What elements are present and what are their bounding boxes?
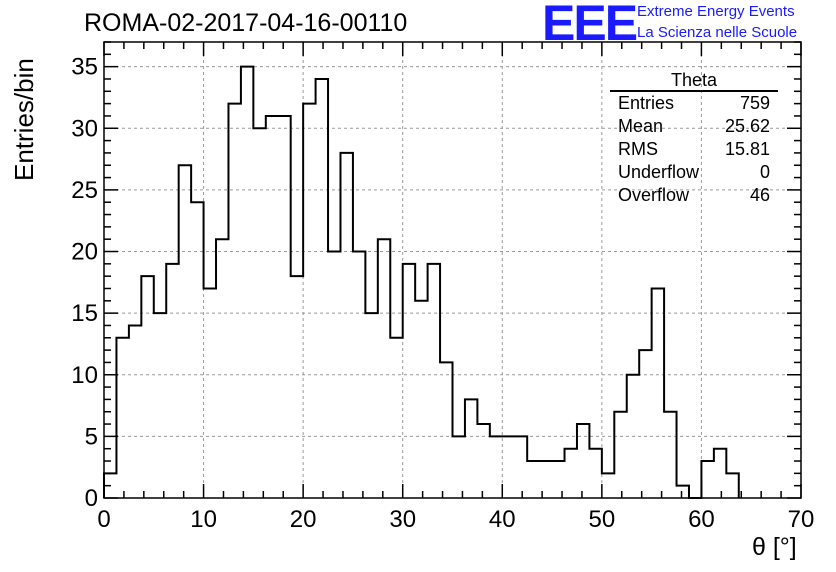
y-axis-label: Entries/bin xyxy=(9,58,39,181)
stats-value: 25.62 xyxy=(724,116,770,136)
x-axis-label: θ [°] xyxy=(752,533,797,561)
axes xyxy=(103,41,802,499)
x-tick-label: 60 xyxy=(688,506,715,533)
stats-row: Underflow 0 xyxy=(610,161,778,184)
stats-value: 46 xyxy=(749,185,770,205)
y-tick-label: 5 xyxy=(85,423,98,450)
stats-value: 0 xyxy=(759,162,770,182)
x-tick-label: 40 xyxy=(489,506,516,533)
stats-title: Theta xyxy=(610,70,778,92)
logo-tagline-2: La Scienza nelle Scuole xyxy=(637,24,798,41)
x-tick-label: 70 xyxy=(788,506,815,533)
stats-row: Mean 25.62 xyxy=(610,115,778,138)
stats-box: Theta Entries 759 Mean 25.62 RMS 15.81 U… xyxy=(610,70,778,207)
x-tick-label: 50 xyxy=(589,506,616,533)
y-axis-ticks: 0 5 10 15 20 25 30 35 xyxy=(71,41,801,512)
stats-label: Entries xyxy=(618,93,675,113)
histogram-line xyxy=(103,65,740,499)
y-tick-label: 0 xyxy=(85,485,98,512)
y-tick-label: 10 xyxy=(71,362,98,389)
stats-label: Overflow xyxy=(618,185,690,205)
stats-label: Underflow xyxy=(618,162,700,182)
x-tick-label: 20 xyxy=(290,506,317,533)
stats-label: Mean xyxy=(618,116,664,136)
logo-tagline-1: Extreme Energy Events xyxy=(637,3,795,20)
chart-title: ROMA-02-2017-04-16-00110 xyxy=(84,9,408,37)
x-axis-ticks: 0 10 20 30 40 50 60 70 xyxy=(97,42,814,533)
y-tick-label: 20 xyxy=(71,239,98,266)
stats-value: 15.81 xyxy=(724,139,770,159)
x-tick-label: 10 xyxy=(190,506,217,533)
y-tick-label: 15 xyxy=(71,300,98,327)
eee-logo: EEE xyxy=(542,0,638,51)
stats-value: 759 xyxy=(739,93,770,113)
y-tick-label: 35 xyxy=(71,54,98,81)
histogram-series xyxy=(103,65,740,499)
x-tick-label: 30 xyxy=(389,506,416,533)
stats-row: RMS 15.81 xyxy=(610,138,778,161)
y-tick-label: 25 xyxy=(71,177,98,204)
stats-row: Overflow 46 xyxy=(610,184,778,207)
y-tick-label: 30 xyxy=(71,115,98,142)
plot-frame xyxy=(103,41,802,499)
x-tick-label: 0 xyxy=(97,506,110,533)
stats-row: Entries 759 xyxy=(610,92,778,115)
stats-label: RMS xyxy=(618,139,658,159)
